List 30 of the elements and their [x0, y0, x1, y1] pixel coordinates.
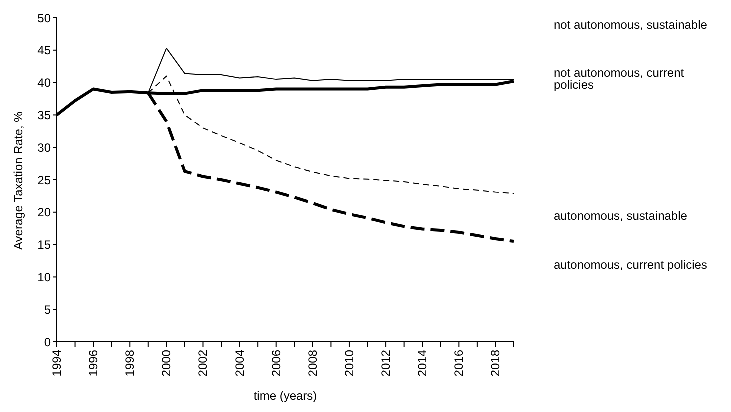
x-tick-label: 2008: [306, 350, 320, 377]
y-tick-label: 25: [38, 173, 52, 188]
x-tick-label: 2012: [379, 350, 394, 377]
x-tick-label: 1994: [50, 350, 64, 377]
x-tick-label: 2014: [416, 350, 430, 377]
text: autonomous, sustainable: [554, 208, 688, 223]
y-tick-label: 0: [44, 335, 52, 350]
y-tick-label: 5: [44, 302, 52, 317]
x-tick-label: 2018: [488, 350, 503, 377]
y-tick-label: 35: [38, 108, 52, 122]
y-axis-title: Average Taxation Rate, %: [11, 111, 26, 250]
y-tick-label: 15: [38, 238, 52, 252]
y-tick-label: 30: [38, 140, 52, 155]
x-tick-label: 2000: [160, 350, 174, 377]
x-tick-label: 2016: [452, 350, 466, 377]
text: autonomous, current policies: [554, 258, 708, 272]
y-tick-label: 50: [38, 11, 52, 26]
y-tick-label: 40: [38, 76, 52, 90]
x-tick-label: 1996: [86, 350, 101, 377]
x-axis-title: time (years): [254, 389, 318, 403]
y-tick-label: 20: [38, 206, 52, 220]
y-tick-label: 10: [38, 270, 52, 284]
x-tick-label: 2004: [232, 350, 247, 377]
y-tick-label: 45: [38, 44, 52, 58]
text: not autonomous, sustainable: [554, 18, 708, 32]
x-tick-label: 2002: [196, 350, 210, 377]
x-tick-label: 1998: [123, 350, 138, 377]
x-tick-label: 2006: [269, 350, 284, 377]
text: not autonomous, current policies: [554, 66, 685, 92]
x-tick-label: 2010: [342, 350, 356, 377]
